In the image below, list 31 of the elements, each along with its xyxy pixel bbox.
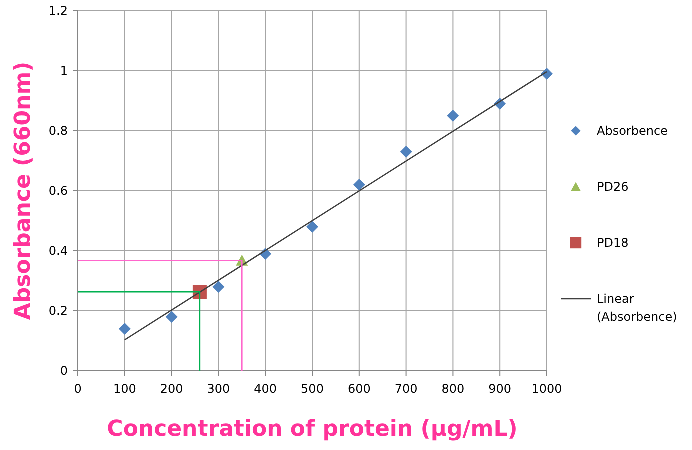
legend-label: Absorbence	[597, 124, 668, 138]
point	[212, 281, 225, 293]
x-tick-label: 900	[488, 382, 512, 396]
y-tick-label: 0	[60, 364, 68, 378]
x-tick-label: 700	[394, 382, 418, 396]
y-tick-label: 0.8	[48, 124, 68, 138]
point	[400, 146, 412, 158]
x-tick-label: 200	[160, 382, 184, 396]
legend-label: Linear (Absorbence)	[597, 292, 678, 324]
y-tick-label: 0.6	[48, 184, 68, 198]
y-tick-label: 0.2	[48, 304, 68, 318]
point	[166, 311, 178, 323]
x-tick-label: 800	[442, 382, 465, 396]
legend-label: PD26	[597, 180, 629, 194]
point	[447, 110, 460, 122]
legend-label: PD18	[597, 236, 629, 250]
x-tick-label: 300	[207, 382, 230, 396]
point	[118, 323, 131, 335]
point	[353, 179, 366, 191]
x-tick-label: 500	[301, 382, 324, 396]
y-axis-title: Absorbance (660nm)	[11, 62, 36, 320]
x-tick-label: 400	[254, 382, 278, 396]
y-tick-label: 0.4	[48, 244, 68, 258]
point	[306, 221, 318, 233]
y-tick-label: 1.2	[48, 4, 68, 18]
x-tick-label: 0	[74, 382, 82, 396]
x-axis-title: Concentration of protein (µg/mL)	[107, 417, 518, 442]
x-tick-label: 100	[113, 382, 136, 396]
x-tick-label: 1000	[532, 382, 562, 396]
y-tick-label: 1	[60, 64, 68, 78]
x-tick-label: 600	[348, 382, 371, 396]
